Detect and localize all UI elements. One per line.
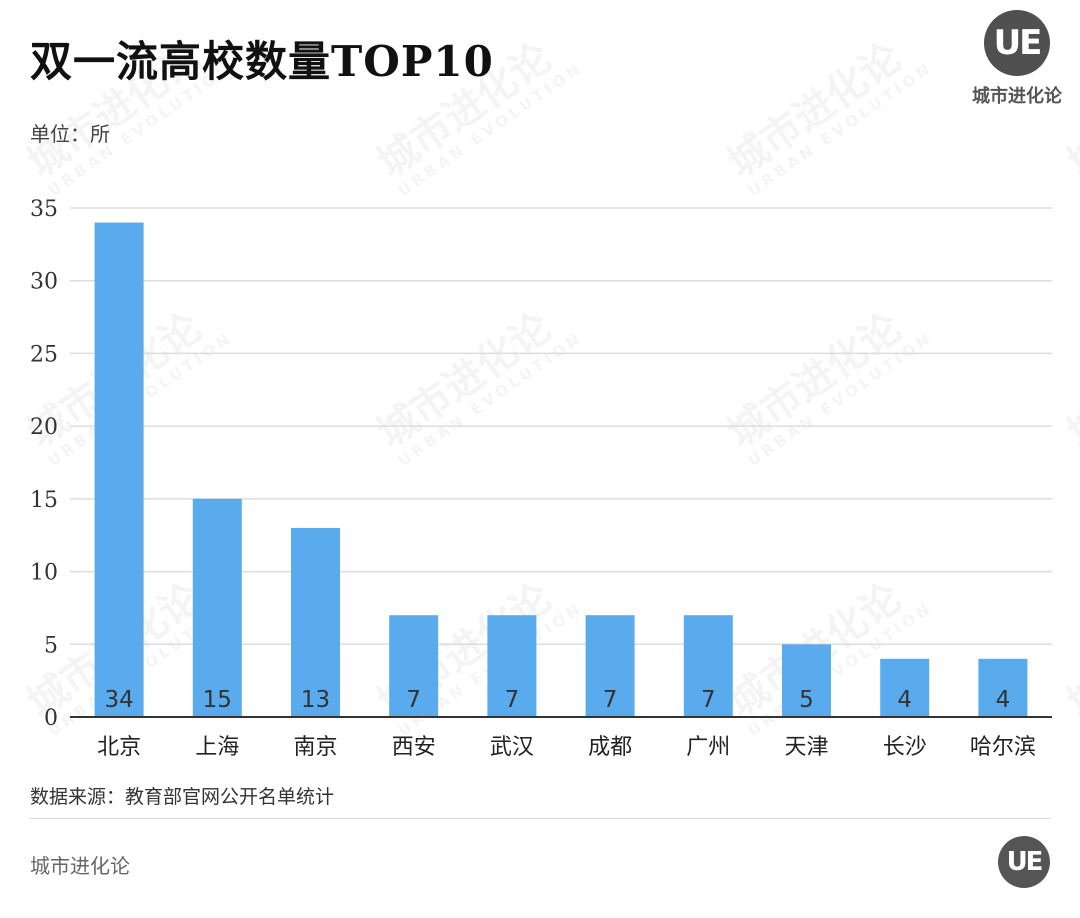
brand-logo: UE 城市进化论 <box>962 10 1072 110</box>
bar <box>94 222 144 718</box>
bar <box>978 658 1028 717</box>
data-labels: 34 15 13 7 7 7 7 5 4 4 <box>104 687 1010 713</box>
x-axis-ticks: 北京 上海 南京 西安 武汉 成都 广州 天津 长沙 哈尔滨 <box>97 735 1036 760</box>
bars <box>94 222 1028 718</box>
data-label: 7 <box>505 687 520 713</box>
bar <box>487 615 537 717</box>
y-tick-label: 0 <box>44 706 58 731</box>
bar <box>291 527 340 717</box>
bar <box>585 615 635 717</box>
data-label: 5 <box>799 687 814 713</box>
y-tick-label: 5 <box>44 633 58 658</box>
y-tick-label: 35 <box>30 197 58 222</box>
data-label: 4 <box>996 687 1011 713</box>
x-tick-label: 南京 <box>293 735 337 760</box>
data-label: 7 <box>406 687 421 713</box>
watermark-cn: 城市进化论 <box>719 23 926 186</box>
x-tick-label: 上海 <box>195 735 239 760</box>
y-tick-label: 30 <box>30 270 58 295</box>
footer-brand: 城市进化论 <box>30 854 130 878</box>
unit-label: 单位：所 <box>30 122 110 146</box>
x-tick-label: 北京 <box>97 735 141 760</box>
chart-title: 双一流高校数量TOP10 <box>30 37 494 86</box>
bar <box>683 615 733 717</box>
bar <box>389 615 439 717</box>
bar <box>192 498 242 717</box>
data-label: 34 <box>104 687 133 713</box>
data-label: 7 <box>701 687 716 713</box>
footer-logo-mark: UE <box>998 836 1050 888</box>
y-tick-label: 15 <box>30 488 58 513</box>
watermark-en: URBAN EVOLUTION <box>745 58 937 200</box>
x-tick-label: 哈尔滨 <box>970 735 1036 760</box>
y-tick-label: 20 <box>30 415 58 440</box>
x-tick-label: 广州 <box>686 735 730 760</box>
x-tick-label: 天津 <box>784 735 828 760</box>
logo-mark: UE <box>984 10 1050 76</box>
y-tick-label: 25 <box>30 342 58 367</box>
data-source: 数据来源：教育部官网公开名单统计 <box>30 786 335 808</box>
bar-chart: 0 5 10 15 20 25 30 35 34 15 13 7 7 7 7 5 4 4 北京 上海 南京 西安 武汉 成… <box>30 197 1052 760</box>
logo-name: 城市进化论 <box>972 86 1062 107</box>
x-tick-label: 成都 <box>588 735 632 760</box>
data-label: 4 <box>897 687 912 713</box>
data-label: 13 <box>301 687 330 713</box>
x-tick-label: 长沙 <box>883 735 927 760</box>
data-label: 7 <box>603 687 618 713</box>
x-tick-label: 武汉 <box>490 735 534 760</box>
bar <box>782 644 831 717</box>
y-tick-label: 10 <box>30 561 58 586</box>
footer-divider <box>30 818 1050 819</box>
watermark: 城市进化论URBAN EVOLUTION <box>719 23 937 200</box>
data-label: 15 <box>203 687 232 713</box>
x-tick-label: 西安 <box>392 735 436 760</box>
bar <box>880 658 930 717</box>
y-axis-ticks: 0 5 10 15 20 25 30 35 <box>30 197 58 731</box>
